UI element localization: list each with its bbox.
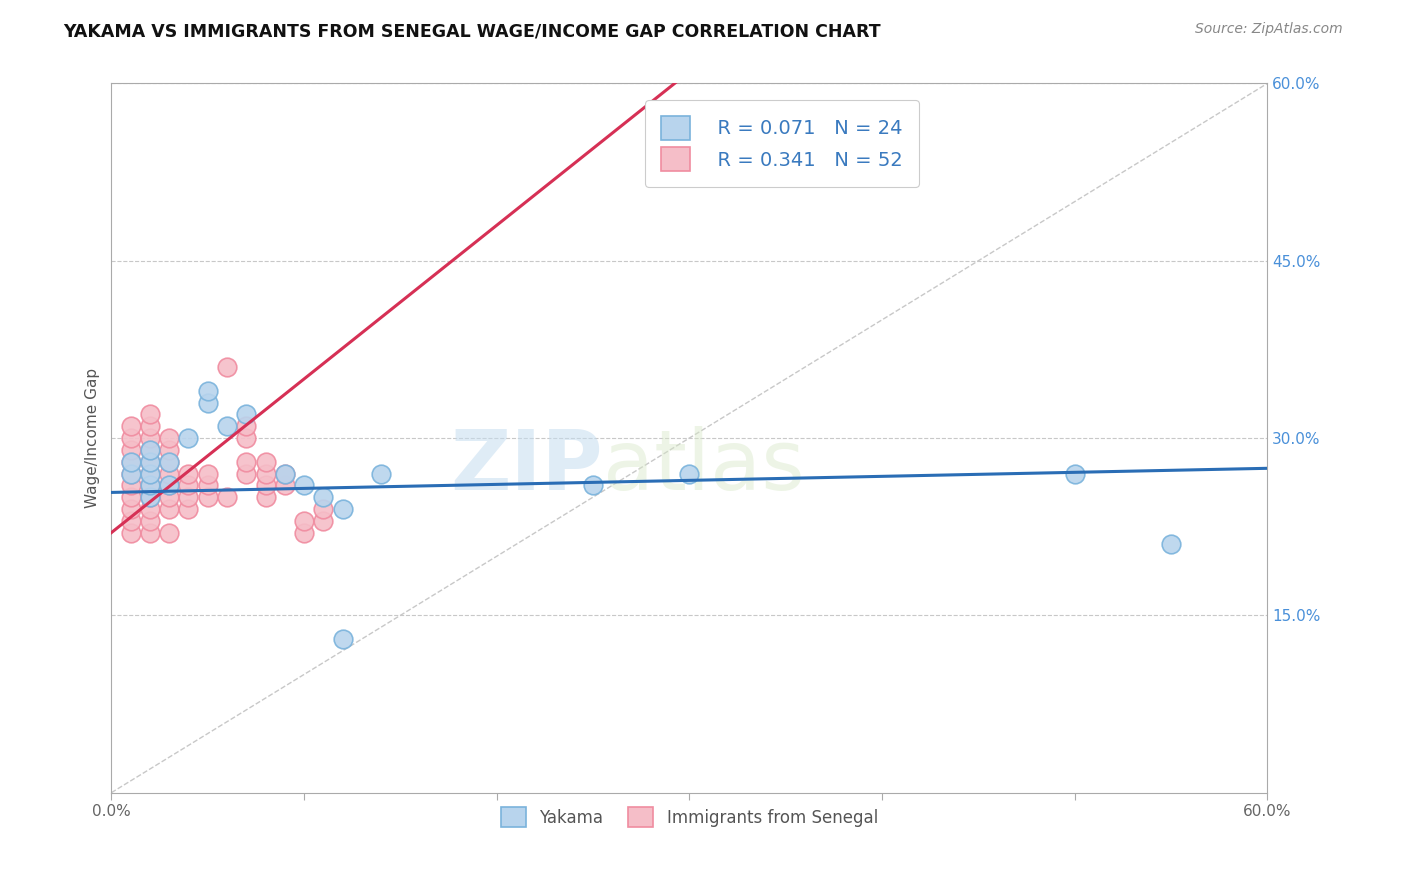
Point xyxy=(139,525,162,540)
Point xyxy=(139,478,162,492)
Point xyxy=(120,478,142,492)
Point xyxy=(582,478,605,492)
Point xyxy=(312,502,335,516)
Point xyxy=(120,490,142,504)
Point xyxy=(139,431,162,445)
Point xyxy=(312,514,335,528)
Point xyxy=(197,490,219,504)
Point xyxy=(139,442,162,457)
Point xyxy=(157,442,180,457)
Point xyxy=(120,419,142,434)
Point xyxy=(332,632,354,646)
Point xyxy=(197,467,219,481)
Text: YAKAMA VS IMMIGRANTS FROM SENEGAL WAGE/INCOME GAP CORRELATION CHART: YAKAMA VS IMMIGRANTS FROM SENEGAL WAGE/I… xyxy=(63,22,882,40)
Point xyxy=(157,525,180,540)
Text: atlas: atlas xyxy=(603,425,804,507)
Point xyxy=(332,502,354,516)
Point xyxy=(254,478,277,492)
Point xyxy=(139,514,162,528)
Point xyxy=(139,490,162,504)
Point xyxy=(274,467,297,481)
Point xyxy=(274,478,297,492)
Point xyxy=(177,467,200,481)
Point xyxy=(139,490,162,504)
Point xyxy=(139,455,162,469)
Text: ZIP: ZIP xyxy=(450,425,603,507)
Point xyxy=(120,455,142,469)
Text: Source: ZipAtlas.com: Source: ZipAtlas.com xyxy=(1195,22,1343,37)
Point xyxy=(157,431,180,445)
Point xyxy=(215,360,238,375)
Point xyxy=(157,455,180,469)
Point xyxy=(678,467,700,481)
Point xyxy=(197,478,219,492)
Point xyxy=(177,502,200,516)
Point xyxy=(139,455,162,469)
Point xyxy=(139,467,162,481)
Point xyxy=(1160,537,1182,551)
Point xyxy=(157,467,180,481)
Point xyxy=(274,467,297,481)
Point xyxy=(177,478,200,492)
Point xyxy=(157,455,180,469)
Point xyxy=(139,442,162,457)
Point xyxy=(370,467,392,481)
Point xyxy=(215,419,238,434)
Y-axis label: Wage/Income Gap: Wage/Income Gap xyxy=(86,368,100,508)
Point xyxy=(197,395,219,409)
Point xyxy=(139,478,162,492)
Point xyxy=(254,467,277,481)
Legend: Yakama, Immigrants from Senegal: Yakama, Immigrants from Senegal xyxy=(495,800,884,834)
Point xyxy=(235,408,257,422)
Point xyxy=(139,502,162,516)
Point xyxy=(157,478,180,492)
Point xyxy=(157,502,180,516)
Point xyxy=(292,478,315,492)
Point xyxy=(197,384,219,398)
Point xyxy=(1063,467,1085,481)
Point xyxy=(235,467,257,481)
Point xyxy=(120,525,142,540)
Point xyxy=(157,490,180,504)
Point xyxy=(120,467,142,481)
Point xyxy=(120,514,142,528)
Point xyxy=(312,490,335,504)
Point xyxy=(235,431,257,445)
Point xyxy=(215,490,238,504)
Point xyxy=(120,442,142,457)
Point xyxy=(120,502,142,516)
Point xyxy=(235,419,257,434)
Point xyxy=(254,455,277,469)
Point xyxy=(177,431,200,445)
Point xyxy=(120,467,142,481)
Point xyxy=(292,525,315,540)
Point xyxy=(177,490,200,504)
Point xyxy=(139,467,162,481)
Point xyxy=(235,455,257,469)
Point xyxy=(139,419,162,434)
Point xyxy=(254,490,277,504)
Point xyxy=(120,431,142,445)
Point xyxy=(139,408,162,422)
Point xyxy=(157,478,180,492)
Point xyxy=(292,514,315,528)
Point xyxy=(120,455,142,469)
